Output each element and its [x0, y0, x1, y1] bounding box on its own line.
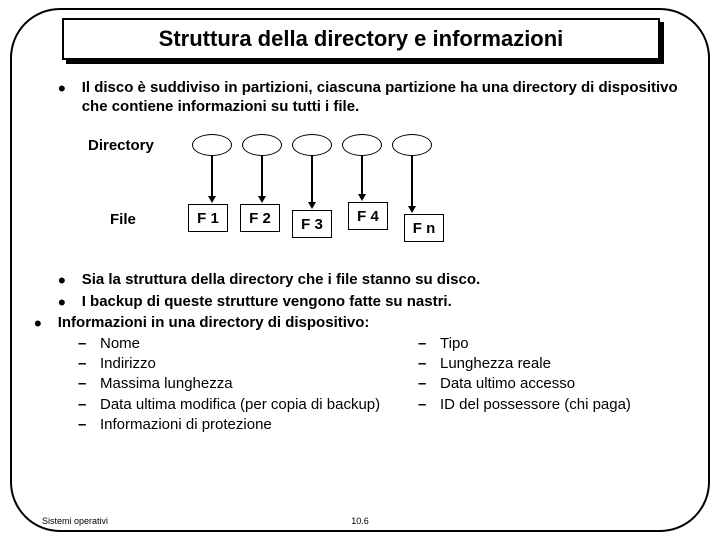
bullet-dot-icon: • [58, 82, 66, 96]
connector-1 [211, 156, 213, 198]
sub-left-1: Indirizzo [100, 354, 156, 373]
connector-3 [311, 156, 313, 204]
arrow-1 [208, 196, 216, 203]
title-front: Struttura della directory e informazioni [62, 18, 660, 60]
file-label: File [110, 210, 136, 229]
dash-icon: – [418, 354, 440, 373]
sub-item: –Tipo [418, 334, 631, 353]
sub-item: –Data ultimo accesso [418, 374, 631, 393]
dash-icon: – [78, 395, 100, 414]
directory-label: Directory [88, 136, 154, 155]
dash-icon: – [78, 334, 100, 353]
file-box-4: F 4 [348, 202, 388, 230]
file-box-5: F n [404, 214, 444, 242]
sub-item: –ID del possessore (chi paga) [418, 395, 631, 414]
dash-icon: – [78, 374, 100, 393]
sub-item: –Informazioni di protezione [78, 415, 418, 434]
connector-4 [361, 156, 363, 196]
file-label-3: F 3 [301, 215, 323, 234]
directory-diagram: Directory File F 1 F 2 F 3 F 4 F n [88, 128, 698, 258]
bullet-4: • Informazioni in una directory di dispo… [34, 313, 698, 332]
sub-item: –Indirizzo [78, 354, 418, 373]
sub-right-2: Data ultimo accesso [440, 374, 575, 393]
file-box-3: F 3 [292, 210, 332, 238]
dir-ellipse-4 [342, 134, 382, 156]
arrow-2 [258, 196, 266, 203]
connector-5 [411, 156, 413, 208]
footer-center: 10.6 [351, 516, 369, 526]
bullet-2-text: Sia la struttura della directory che i f… [82, 270, 698, 289]
dash-icon: – [418, 374, 440, 393]
bullet-dot-icon: • [34, 317, 42, 331]
bullet-dot-icon: • [58, 274, 66, 288]
file-box-2: F 2 [240, 204, 280, 232]
content-area: • Il disco è suddiviso in partizioni, ci… [58, 78, 698, 435]
dir-ellipse-1 [192, 134, 232, 156]
dir-ellipse-5 [392, 134, 432, 156]
arrow-4 [358, 194, 366, 201]
sub-item: –Nome [78, 334, 418, 353]
dir-ellipse-3 [292, 134, 332, 156]
bullet-4-text: Informazioni in una directory di disposi… [58, 313, 698, 332]
bullet-3: • I backup di queste strutture vengono f… [58, 292, 698, 311]
file-label-4: F 4 [357, 207, 379, 226]
sub-right-0: Tipo [440, 334, 469, 353]
lower-bullets: • Sia la struttura della directory che i… [58, 270, 698, 435]
dir-ellipse-2 [242, 134, 282, 156]
sub-right-1: Lunghezza reale [440, 354, 551, 373]
sub-col-left: –Nome –Indirizzo –Massima lunghezza –Dat… [78, 334, 418, 435]
slide-title: Struttura della directory e informazioni [159, 26, 564, 52]
sub-col-right: –Tipo –Lunghezza reale –Data ultimo acce… [418, 334, 631, 435]
footer-left: Sistemi operativi [42, 516, 108, 526]
file-label-5: F n [413, 219, 436, 238]
bullet-1-text: Il disco è suddiviso in partizioni, cias… [82, 78, 698, 116]
sub-left-3: Data ultima modifica (per copia di backu… [100, 395, 380, 414]
bullet-dot-icon: • [58, 296, 66, 310]
sub-left-4: Informazioni di protezione [100, 415, 272, 434]
arrow-5 [408, 206, 416, 213]
bullet-2: • Sia la struttura della directory che i… [58, 270, 698, 289]
bullet-3-text: I backup di queste strutture vengono fat… [82, 292, 698, 311]
sub-right-3: ID del possessore (chi paga) [440, 395, 631, 414]
sub-left-0: Nome [100, 334, 140, 353]
file-label-1: F 1 [197, 209, 219, 228]
bullet-1: • Il disco è suddiviso in partizioni, ci… [58, 78, 698, 116]
file-label-2: F 2 [249, 209, 271, 228]
sub-item: –Massima lunghezza [78, 374, 418, 393]
file-box-1: F 1 [188, 204, 228, 232]
title-box: Struttura della directory e informazioni [62, 18, 660, 60]
dash-icon: – [78, 415, 100, 434]
dash-icon: – [418, 334, 440, 353]
dash-icon: – [418, 395, 440, 414]
sub-left-2: Massima lunghezza [100, 374, 233, 393]
sub-item: –Lunghezza reale [418, 354, 631, 373]
dash-icon: – [78, 354, 100, 373]
connector-2 [261, 156, 263, 198]
sub-list: –Nome –Indirizzo –Massima lunghezza –Dat… [78, 334, 698, 435]
arrow-3 [308, 202, 316, 209]
sub-item: –Data ultima modifica (per copia di back… [78, 395, 418, 414]
